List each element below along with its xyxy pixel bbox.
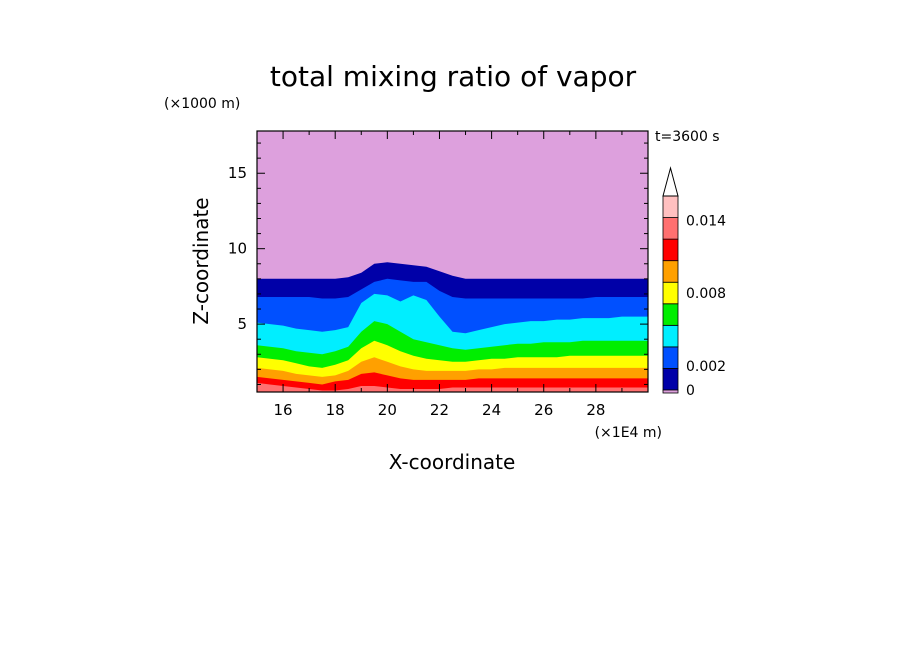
x-tick-label: 28 [586,401,605,419]
colorbar-extend-arrow [662,166,679,197]
x-axis-unit: (×1E4 m) [595,425,662,441]
y-tick-label: 10 [228,240,247,258]
contour-layers [257,131,648,392]
x-tick-label: 18 [326,401,345,419]
time-label: t=3600 s [655,129,720,145]
colorbar-swatch [662,238,679,262]
colorbar: 0 0.002 0.008 0.014 [662,166,726,399]
plot-area [256,130,649,393]
colorbar-swatch [662,217,679,240]
y-axis-title: Z-coordinate [189,197,213,324]
y-tick-label: 5 [237,315,247,333]
x-tick-label: 16 [274,401,293,419]
colorbar-tick-label: 0.008 [686,286,726,302]
colorbar-base-swatch [662,389,679,394]
x-tick-labels: 16 18 20 22 24 26 28 [274,401,606,419]
contour-layer-7 [257,372,648,392]
colorbar-swatch [662,303,679,326]
colorbar-tick-label: 0.014 [686,213,726,229]
x-tick-label: 22 [430,401,449,419]
plot-frame [256,130,649,393]
colorbar-tick-label: 0 [686,383,695,399]
colorbar-swatch [662,260,679,283]
colorbar-swatch [662,346,679,369]
x-tick-label: 24 [482,401,501,419]
colorbar-swatch [662,281,679,305]
chart-title: total mixing ratio of vapor [270,60,637,93]
y-axis-unit: (×1000 m) [164,96,240,112]
y-tick-label: 15 [228,164,247,182]
x-tick-label: 26 [534,401,553,419]
colorbar-swatch [662,195,679,218]
colorbar-swatch [662,324,679,348]
x-tick-label: 20 [378,401,397,419]
colorbar-swatch [662,368,679,391]
contour-layer-8 [257,382,648,392]
y-tick-labels: 5 10 15 [228,164,247,333]
x-axis-title: X-coordinate [389,450,516,474]
colorbar-tick-label: 0.002 [686,359,726,375]
